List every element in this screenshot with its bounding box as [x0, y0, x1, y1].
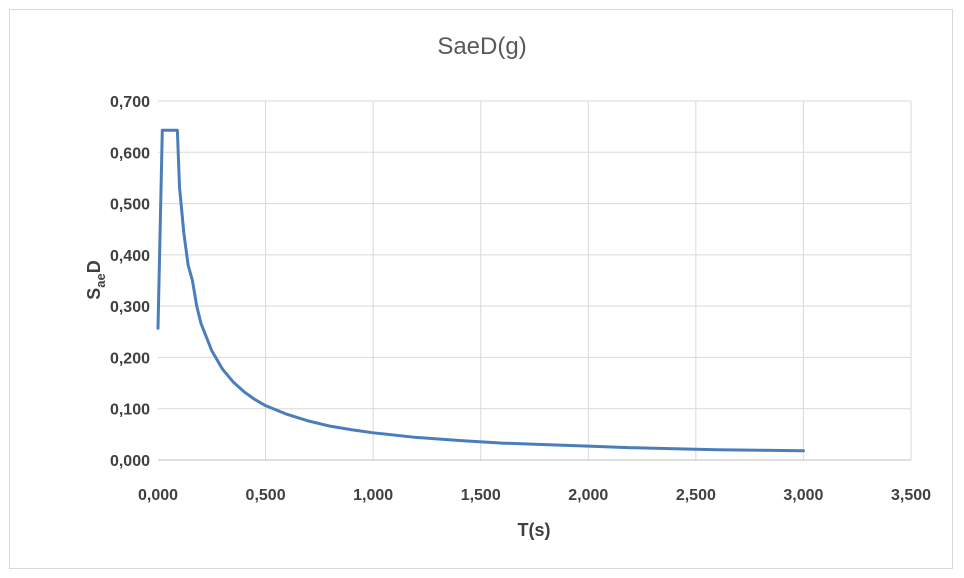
x-tick-label: 0,500 — [246, 487, 286, 504]
y-axis-title-sub: ae — [93, 273, 108, 287]
y-tick-label: 0,400 — [110, 248, 150, 265]
grid-lines — [158, 100, 912, 460]
y-axis-title-tail: D — [84, 260, 104, 273]
x-tick-label: 3,000 — [783, 487, 823, 504]
x-tick-label: 3,500 — [891, 487, 931, 504]
y-tick-label: 0,200 — [110, 350, 150, 367]
x-tick-label: 1,500 — [461, 487, 501, 504]
y-axis-title: SaeD — [84, 260, 108, 299]
x-tick-label: 2,000 — [568, 487, 608, 504]
y-tick-label: 0,500 — [110, 197, 150, 214]
y-axis-ticks: 0,000 0,100 0,200 0,300 0,400 0,500 0,600 0,700 — [110, 94, 150, 470]
x-axis-title: T(s) — [518, 520, 551, 540]
y-tick-label: 0,300 — [110, 299, 150, 316]
x-tick-label: 1,000 — [353, 487, 393, 504]
chart-title: SaeD(g) — [437, 33, 526, 60]
x-tick-label: 2,500 — [676, 487, 716, 504]
x-axis-ticks: 0,000 0,500 1,000 1,500 2,000 2,500 3,000 3,500 — [138, 487, 931, 504]
y-tick-label: 0,100 — [110, 402, 150, 419]
x-tick-label: 0,000 — [138, 487, 178, 504]
y-tick-label: 0,600 — [110, 145, 150, 162]
y-tick-label: 0,000 — [110, 453, 150, 470]
y-axis-title-main: S — [84, 288, 104, 300]
y-tick-label: 0,700 — [110, 94, 150, 111]
series-line — [156, 128, 805, 453]
